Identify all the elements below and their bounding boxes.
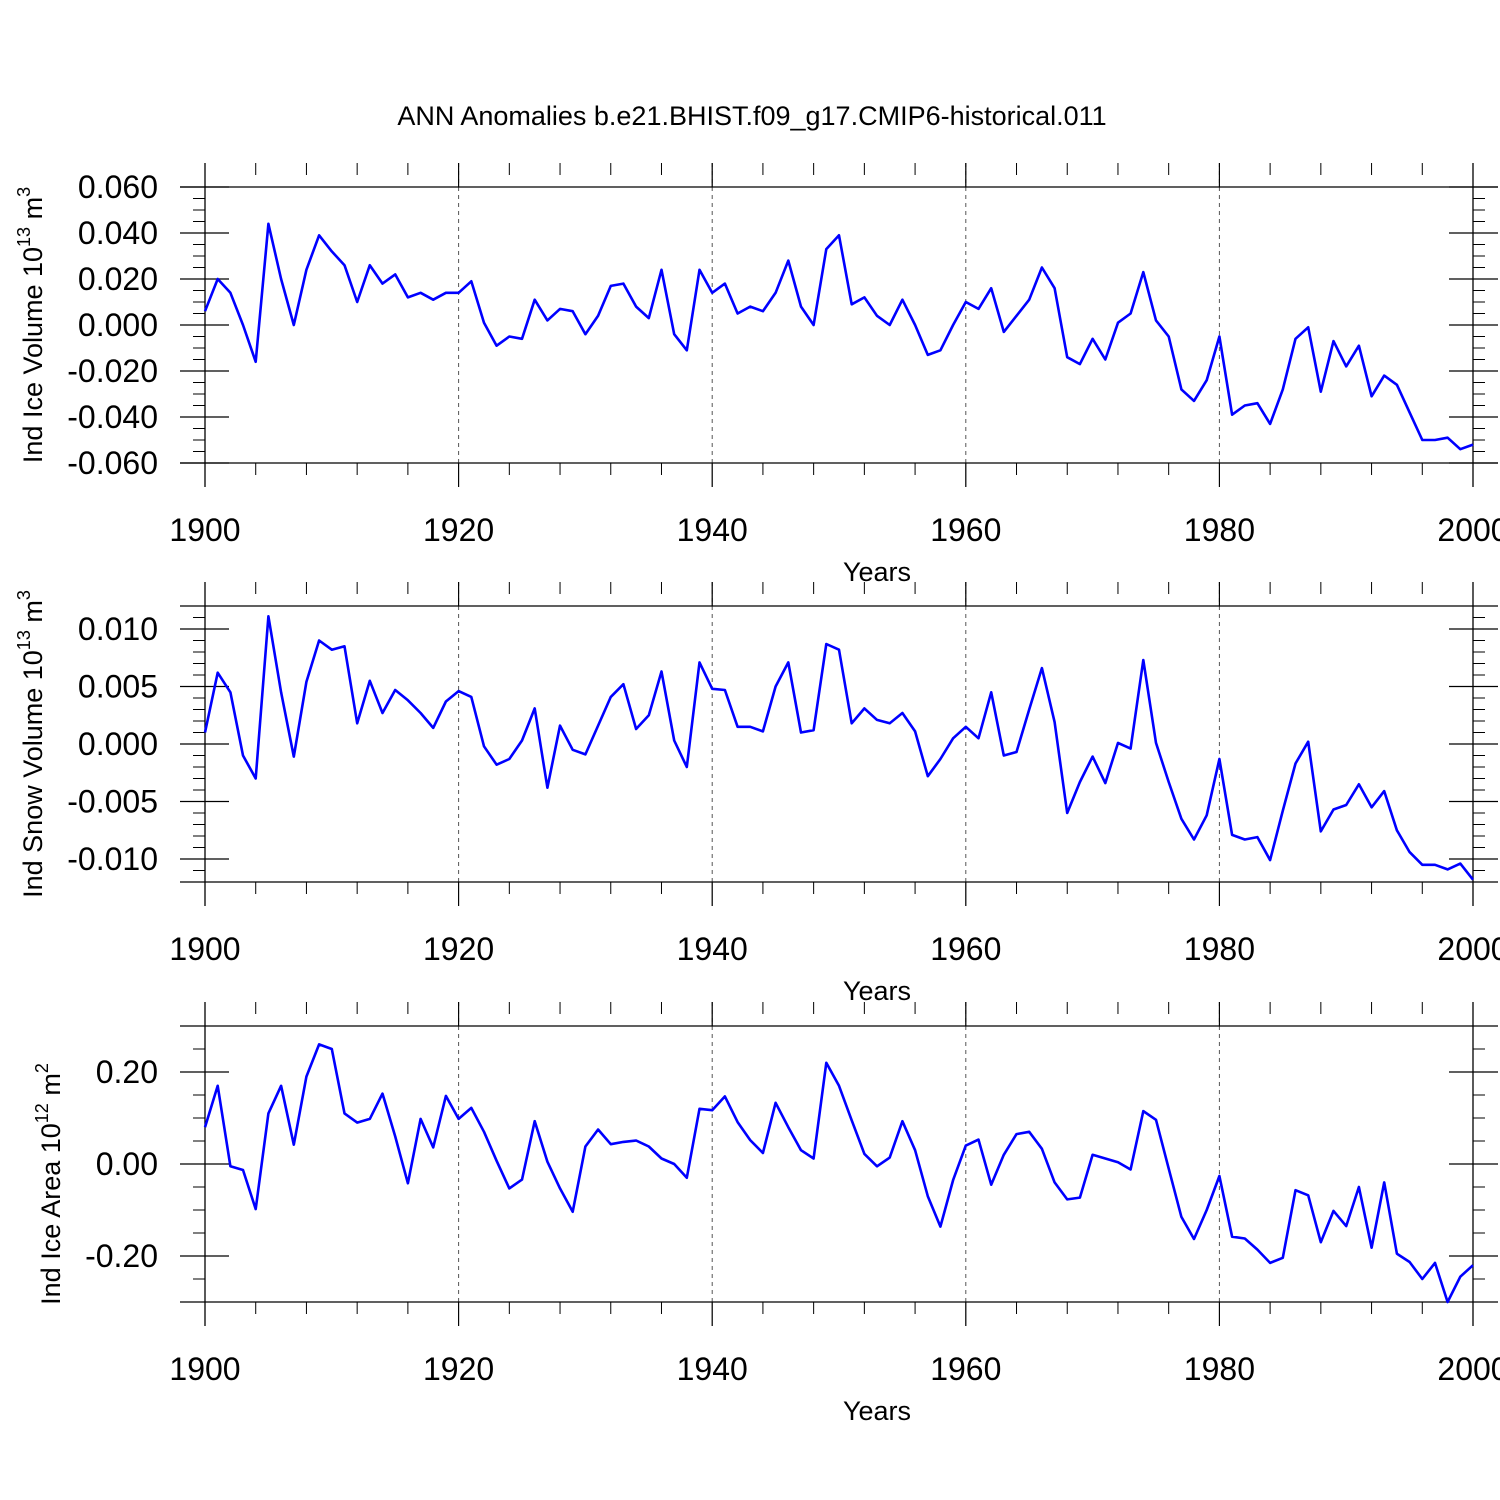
panel-1: 1900 1920 1940 1960 1980 2000 -0.060 -0.040 -0.0… [14, 163, 1500, 587]
y-tick-label: 0.020 [78, 261, 158, 297]
x-tick-label: 1900 [169, 1351, 240, 1387]
x-tick-label: 1940 [677, 931, 748, 967]
y-tick-label: 0.005 [78, 669, 158, 705]
y-tick-label: -0.010 [67, 841, 158, 877]
x-tick-label: 1920 [423, 1351, 494, 1387]
x-axis-label: Years [843, 976, 911, 1006]
x-tick-label: 1980 [1184, 512, 1255, 548]
x-tick-label: 1980 [1184, 1351, 1255, 1387]
x-axis-label: Years [843, 1396, 911, 1426]
series-line [203, 222, 1474, 451]
y-tick-label: 0.000 [78, 726, 158, 762]
x-tick-label: 1980 [1184, 931, 1255, 967]
x-tick-label: 1960 [930, 1351, 1001, 1387]
y-tick-label: 0.20 [96, 1054, 158, 1090]
y-tick-label: -0.20 [85, 1238, 158, 1274]
x-tick-label: 2000 [1437, 931, 1500, 967]
x-tick-label: 1960 [930, 512, 1001, 548]
x-tick-label: 1920 [423, 512, 494, 548]
y-axis-label: Ind Ice Volume 1013 m3 [14, 187, 48, 463]
x-axis-label: Years [843, 557, 911, 587]
y-axis-label: Ind Ice Area 1012 m2 [32, 1063, 66, 1305]
y-tick-label: 0.000 [78, 307, 158, 343]
y-axis-label: Ind Snow Volume 1013 m3 [14, 590, 48, 898]
x-tick-label: 1900 [169, 512, 240, 548]
x-tick-label: 2000 [1437, 512, 1500, 548]
x-tick-label: 2000 [1437, 1351, 1500, 1387]
panel-3: 1900 1920 1940 1960 1980 2000 -0.20 0.00 0.20 Yea… [32, 1002, 1500, 1426]
series-line [203, 614, 1475, 881]
x-tick-label: 1960 [930, 931, 1001, 967]
y-tick-label: 0.060 [78, 169, 158, 205]
series-line [203, 1043, 1474, 1304]
x-tick-label: 1940 [677, 1351, 748, 1387]
y-tick-label: 0.040 [78, 215, 158, 251]
y-tick-label: -0.040 [67, 399, 158, 435]
x-tick-label: 1940 [677, 512, 748, 548]
y-tick-label: 0.00 [96, 1146, 158, 1182]
figure-title: ANN Anomalies b.e21.BHIST.f09_g17.CMIP6-… [397, 101, 1106, 131]
y-tick-label: -0.060 [67, 445, 158, 481]
y-tick-label: -0.005 [67, 784, 158, 820]
y-tick-label: -0.020 [67, 353, 158, 389]
x-tick-label: 1920 [423, 931, 494, 967]
x-tick-label: 1900 [169, 931, 240, 967]
panel-2: 1900 1920 1940 1960 1980 2000 -0.010 -0.005 0.00… [14, 582, 1500, 1006]
y-tick-label: 0.010 [78, 611, 158, 647]
